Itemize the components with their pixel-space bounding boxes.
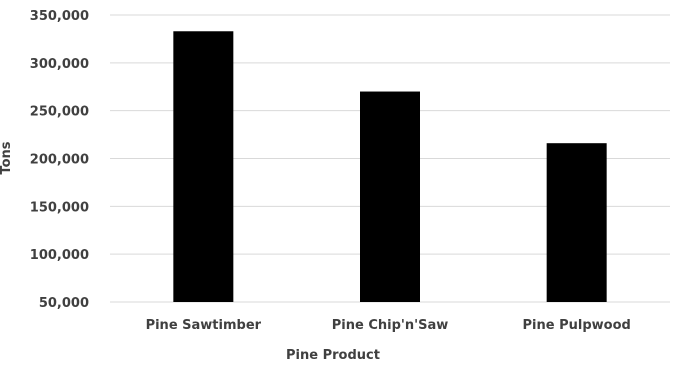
y-tick-label: 350,000 <box>30 9 89 24</box>
bars <box>173 31 607 303</box>
x-axis-tick-labels: Pine Sawtimber Pine Chip'n'Saw Pine Pulpwo… <box>146 318 631 333</box>
y-tick-label: 50,000 <box>39 296 89 311</box>
x-axis-title: Pine Product <box>286 348 380 363</box>
y-tick-label: 200,000 <box>30 153 89 168</box>
y-axis-title: Tons <box>0 141 14 174</box>
bar <box>173 31 234 302</box>
x-tick-label: Pine Pulpwood <box>523 318 631 333</box>
y-tick-label: 300,000 <box>30 57 89 72</box>
bar <box>546 143 607 302</box>
y-axis-tick-labels: 50,000 100,000 150,000 200,000 250,000 300,00… <box>30 9 89 311</box>
y-tick-label: 150,000 <box>30 200 89 215</box>
y-tick-label: 100,000 <box>30 248 89 263</box>
x-tick-label: Pine Chip'n'Saw <box>332 318 449 333</box>
x-tick-label: Pine Sawtimber <box>146 318 262 333</box>
y-tick-label: 250,000 <box>30 105 89 120</box>
bar <box>360 91 420 303</box>
